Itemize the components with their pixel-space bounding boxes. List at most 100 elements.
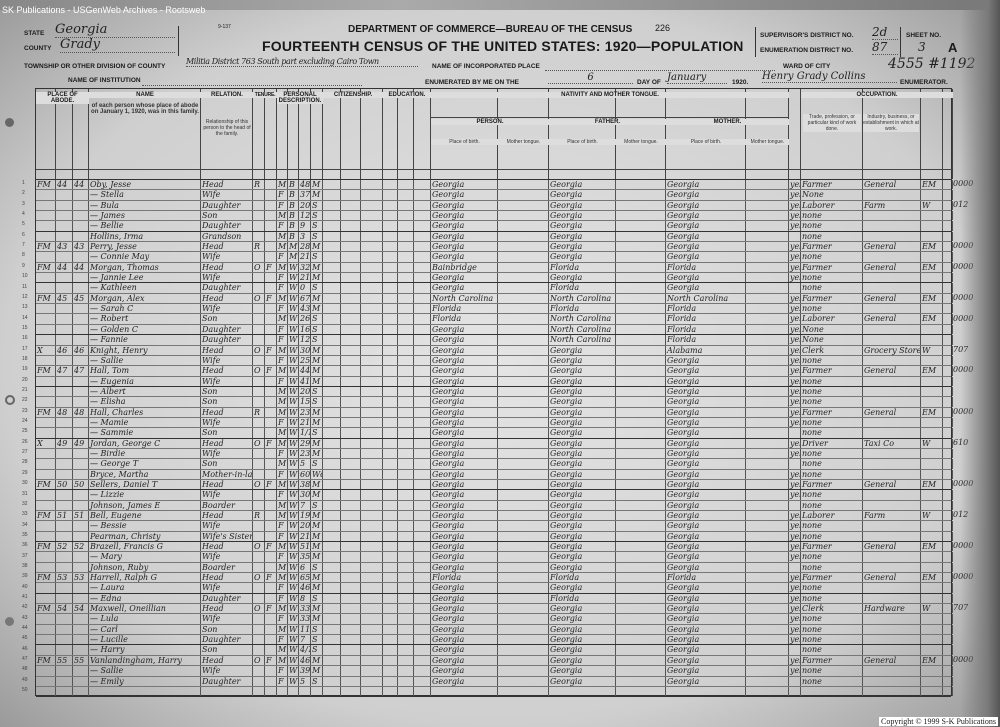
- census-title: FOURTEENTH CENSUS OF THE UNITED STATES: …: [262, 38, 744, 54]
- empty-cell: [383, 407, 398, 417]
- dwelling-number: 45: [56, 293, 73, 304]
- person-name: Knight, Henry: [89, 345, 201, 355]
- header-father: FATHER.: [549, 119, 666, 125]
- empty-cell: [498, 200, 549, 211]
- empty-cell: [341, 500, 361, 510]
- dwelling-number: [56, 521, 73, 531]
- relation: Son: [201, 428, 253, 438]
- dwelling-number: [56, 686, 73, 697]
- empty-cell: [341, 335, 361, 345]
- dwelling-number: [56, 666, 73, 676]
- empty-cell: [414, 376, 431, 386]
- marital-status: S: [311, 283, 323, 293]
- table-row: X 46 46 Knight, Henry Head O F M W 30 M Georgia Geor…: [36, 345, 953, 356]
- occupation: none: [801, 397, 863, 407]
- speaks-english: yes: [790, 180, 801, 190]
- industry: [863, 304, 921, 314]
- age: 23: [300, 407, 311, 417]
- line-number: 26: [22, 438, 28, 445]
- free-or-mortgaged: [265, 500, 277, 510]
- empty-cell: [398, 304, 414, 314]
- empty-cell: [398, 314, 414, 324]
- race: W: [289, 521, 299, 531]
- person-birthplace: Georgia: [431, 448, 498, 459]
- race: W: [289, 397, 299, 407]
- family-number: [73, 490, 89, 500]
- free-or-mortgaged: F: [265, 293, 277, 304]
- free-or-mortgaged: [265, 397, 277, 407]
- home-tenure: [253, 211, 265, 221]
- person-birthplace: Georgia: [431, 211, 498, 221]
- marital-status: M: [311, 273, 323, 283]
- empty-cell: [361, 314, 383, 324]
- line-number: 36: [22, 542, 28, 549]
- relation: [201, 686, 253, 697]
- age: 3: [299, 231, 311, 242]
- occupation: Farmer: [801, 542, 863, 552]
- age: 43: [300, 304, 311, 314]
- day-of-label: DAY OF: [637, 79, 661, 86]
- empty-cell: [498, 242, 549, 252]
- person-name: — Albert: [89, 386, 201, 397]
- home-tenure: [253, 355, 265, 366]
- father-birthplace: Georgia: [549, 614, 616, 624]
- empty-cell: [398, 614, 414, 624]
- dwelling-code: FM: [36, 366, 56, 376]
- race: W: [289, 604, 299, 614]
- empty-cell: [361, 376, 383, 386]
- industry: [863, 624, 921, 635]
- empty-cell: [341, 686, 361, 697]
- empty-cell: [616, 531, 666, 542]
- father-birthplace: Georgia: [549, 655, 616, 666]
- empty-cell: [341, 180, 361, 190]
- empty-cell: [498, 635, 549, 645]
- race: W: [289, 428, 299, 438]
- empty-cell: [398, 242, 414, 252]
- age: 15: [300, 397, 311, 407]
- relation: Head: [201, 293, 253, 304]
- person-birthplace: Georgia: [431, 231, 498, 242]
- table-row: Bryce, MarthaMother-in-lawFW60WdGeorgiaG…: [36, 469, 953, 480]
- empty-cell: [943, 283, 953, 293]
- line-number: 23: [22, 407, 28, 414]
- sex: M: [278, 386, 288, 397]
- marital-status: S: [311, 231, 323, 242]
- empty-cell: [323, 386, 341, 397]
- free-or-mortgaged: F: [265, 345, 277, 355]
- empty-cell: [616, 614, 666, 624]
- mother-birthplace: Georgia: [666, 635, 746, 645]
- free-or-mortgaged: [265, 459, 277, 469]
- empty-cell: [616, 573, 666, 583]
- sheet-number-label: SHEET NO.: [906, 32, 942, 39]
- empty-cell: [398, 221, 414, 231]
- industry: [863, 614, 921, 624]
- mother-birthplace: Georgia: [666, 469, 746, 479]
- mother-birthplace: Georgia: [666, 645, 746, 655]
- empty-cell: [746, 314, 789, 324]
- sex: F: [277, 521, 288, 531]
- table-row: FM 44 44 Morgan, Thomas Head O F M W 32 M Bainbridg…: [36, 262, 953, 274]
- occupation: [801, 686, 863, 697]
- dwelling-number: [56, 221, 73, 231]
- empty-cell: [383, 676, 398, 686]
- dwelling-number: [56, 552, 73, 562]
- father-birthplace: North Carolina: [549, 314, 616, 324]
- empty-cell: [414, 500, 431, 510]
- home-tenure: [253, 645, 265, 655]
- home-tenure: [253, 552, 265, 562]
- empty-cell: [943, 190, 953, 200]
- speaks-english: yes: [790, 604, 801, 614]
- family-number: [73, 417, 89, 428]
- empty-cell: [498, 273, 549, 283]
- race: W: [289, 273, 299, 283]
- family-number: [73, 355, 89, 366]
- empty-cell: [414, 304, 431, 314]
- empty-cell: [616, 604, 666, 614]
- empty-cell: [398, 448, 414, 459]
- empty-cell: [323, 293, 341, 304]
- empty-cell: [943, 262, 953, 273]
- dwelling-number: [56, 386, 73, 397]
- person-name: Morgan, Thomas: [89, 262, 201, 273]
- township-value: Militia District 763 South part excludin…: [186, 57, 418, 67]
- empty-cell: [361, 355, 383, 366]
